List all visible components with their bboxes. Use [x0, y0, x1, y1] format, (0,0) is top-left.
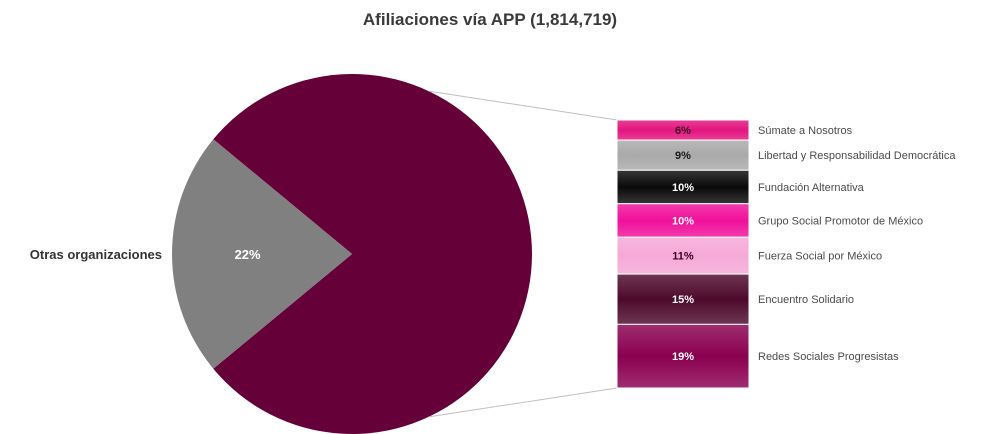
breakdown-segment-value: 15%	[672, 294, 694, 306]
breakdown-bar-group: 6% 9% 10% 10% 11% 15% 19%	[616, 119, 750, 389]
breakdown-segment-label: Fuerza Social por México	[758, 251, 882, 263]
breakdown-segment-value: 6%	[675, 125, 691, 137]
connector-line-bottom	[428, 387, 618, 418]
pie-slice-otras	[172, 139, 352, 369]
breakdown-segment	[616, 236, 750, 275]
breakdown-segment	[616, 139, 750, 171]
breakdown-segment-label: Libertad y Responsabilidad Democrática	[758, 150, 956, 162]
pie-slice-main	[213, 74, 532, 434]
breakdown-segment	[616, 273, 750, 325]
breakdown-segment-value: 11%	[672, 251, 694, 263]
connector-group	[428, 90, 618, 418]
pie-group: 22% Otras organizaciones	[30, 74, 532, 434]
breakdown-segment-label: Redes Sociales Progresistas	[758, 351, 899, 363]
breakdown-segment	[616, 203, 750, 238]
breakdown-segment-label: Fundación Alternativa	[758, 182, 865, 194]
breakdown-segment-label: Grupo Social Promotor de México	[758, 216, 923, 228]
breakdown-segment-value: 9%	[675, 150, 691, 162]
pie-slice-otras-label: Otras organizaciones	[30, 247, 162, 262]
breakdown-segment-value: 10%	[672, 216, 694, 228]
breakdown-segment-label: Encuentro Solidario	[758, 294, 854, 306]
breakdown-segment-value: 19%	[672, 351, 694, 363]
breakdown-segment-label: Súmate a Nosotros	[758, 125, 853, 137]
breakdown-labels-group: Súmate a Nosotros Libertad y Responsabili…	[758, 125, 956, 363]
chart-title: Afiliaciones vía APP (1,814,719)	[363, 10, 617, 29]
breakdown-segment	[616, 169, 750, 205]
breakdown-segment	[616, 323, 750, 389]
breakdown-segment-value: 10%	[672, 182, 694, 194]
pie-slice-otras-value: 22%	[235, 247, 261, 262]
connector-line-top	[428, 90, 618, 121]
